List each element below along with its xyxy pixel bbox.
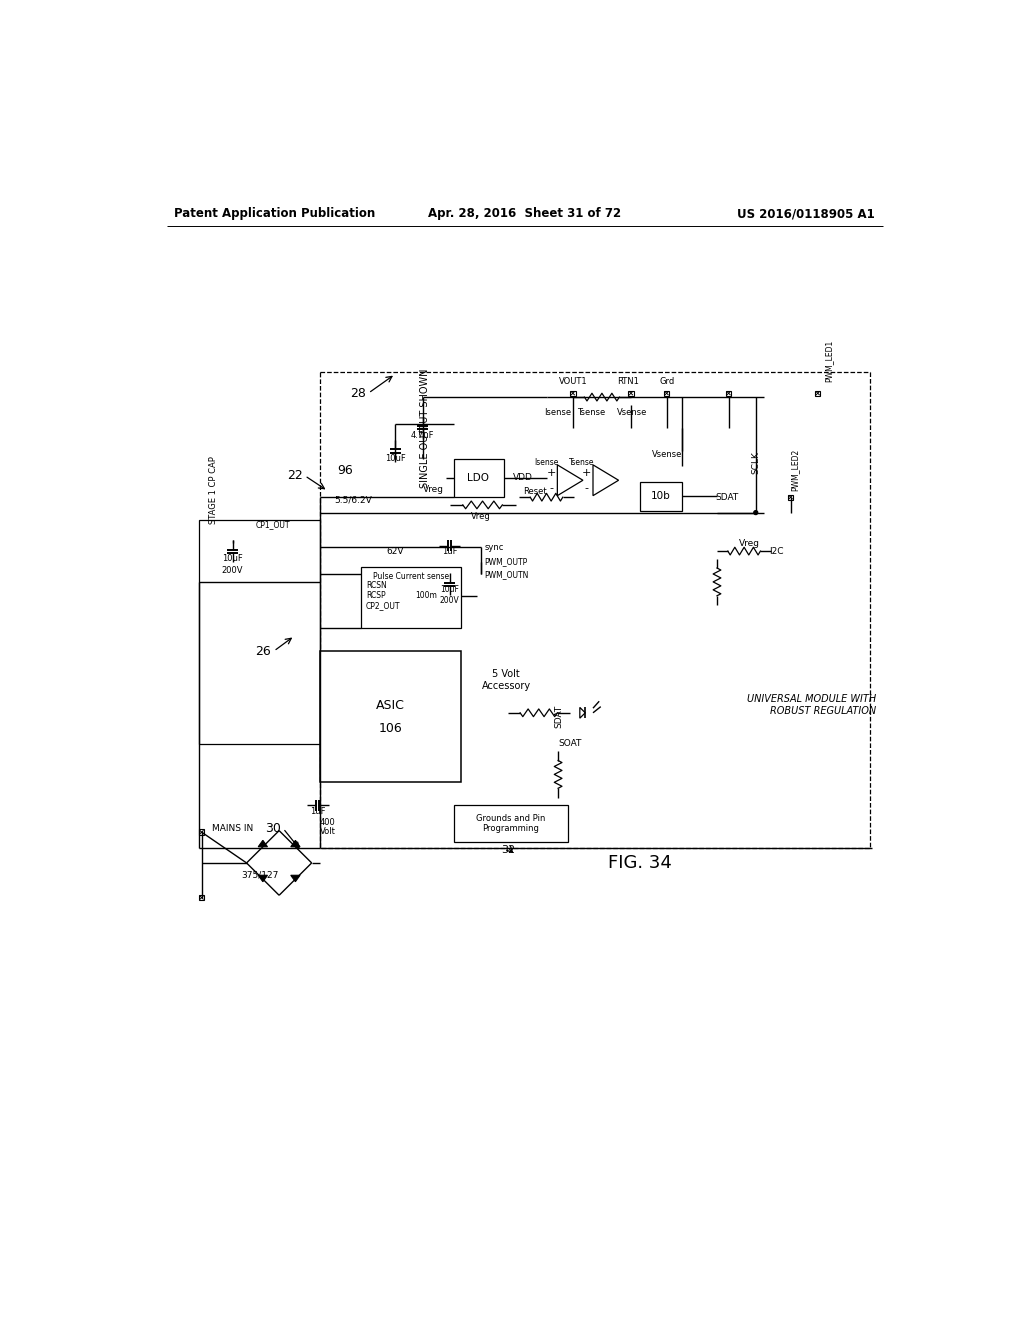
Text: 28: 28 (350, 387, 366, 400)
Polygon shape (580, 708, 586, 718)
Bar (321, 651, 461, 781)
Text: STAGE 1 CP CAP: STAGE 1 CP CAP (209, 457, 218, 524)
Text: 5.5/6.2V: 5.5/6.2V (334, 495, 372, 504)
Text: +: + (547, 467, 556, 478)
Text: 5 Volt: 5 Volt (493, 669, 520, 680)
Text: 62V: 62V (387, 546, 404, 556)
Text: Programming: Programming (482, 824, 540, 833)
Polygon shape (593, 465, 618, 496)
Text: Patent Application Publication: Patent Application Publication (174, 207, 376, 220)
Text: 4.7uF: 4.7uF (411, 432, 434, 440)
Text: 100m: 100m (416, 591, 437, 601)
Text: -: - (549, 483, 553, 492)
Text: +: + (582, 467, 592, 478)
Text: FIG. 34: FIG. 34 (607, 854, 672, 873)
Bar (199, 829, 205, 834)
Text: Apr. 28, 2016  Sheet 31 of 72: Apr. 28, 2016 Sheet 31 of 72 (428, 207, 622, 220)
Polygon shape (557, 465, 583, 496)
Text: SCLK: SCLK (752, 451, 760, 474)
Text: MAINS IN: MAINS IN (212, 824, 253, 833)
Text: RCSN: RCSN (366, 581, 387, 590)
Text: 400: 400 (321, 817, 336, 826)
Text: UNIVERSAL MODULE WITH
ROBUST REGULATION: UNIVERSAL MODULE WITH ROBUST REGULATION (746, 694, 876, 715)
Text: RTN1: RTN1 (616, 378, 639, 387)
Circle shape (754, 511, 758, 515)
Text: Vreg: Vreg (471, 512, 490, 521)
Text: 22: 22 (287, 469, 302, 482)
Bar (664, 391, 670, 396)
Text: RCSP: RCSP (366, 591, 386, 601)
Text: -: - (585, 483, 589, 492)
Text: 10uF: 10uF (440, 585, 459, 594)
Bar (321, 372, 870, 847)
Text: Grd: Grd (659, 378, 674, 387)
Text: PWM_LED1: PWM_LED1 (825, 339, 834, 381)
Text: 96: 96 (337, 463, 353, 477)
Text: PWM_OUTP: PWM_OUTP (484, 557, 527, 566)
Text: 10uF: 10uF (385, 454, 406, 463)
Text: 200V: 200V (439, 595, 460, 605)
Text: US 2016/0118905 A1: US 2016/0118905 A1 (737, 207, 876, 220)
Text: 375/127: 375/127 (241, 870, 279, 879)
Text: 200V: 200V (222, 566, 244, 574)
Text: Volt: Volt (321, 826, 336, 836)
Text: CP2_OUT: CP2_OUT (366, 602, 400, 610)
Text: SINGLE OUTPUT SHOWN: SINGLE OUTPUT SHOWN (420, 368, 430, 487)
Polygon shape (291, 841, 300, 847)
Text: I2C: I2C (769, 546, 784, 556)
Text: Accessory: Accessory (481, 681, 530, 690)
Text: SDAT: SDAT (716, 492, 738, 502)
Bar (570, 391, 575, 396)
Bar (629, 391, 634, 396)
Text: PWM_OUTN: PWM_OUTN (484, 570, 528, 578)
Text: 106: 106 (379, 722, 402, 735)
Bar (199, 895, 205, 900)
Polygon shape (291, 875, 300, 882)
Text: 26: 26 (256, 644, 271, 657)
Text: SDAT: SDAT (554, 705, 563, 729)
Text: Pulse Current sense: Pulse Current sense (373, 572, 449, 581)
Text: Vsense: Vsense (651, 450, 682, 459)
Text: Tsense: Tsense (569, 458, 595, 467)
Text: Reset: Reset (523, 487, 547, 495)
Polygon shape (258, 875, 267, 882)
Text: 32: 32 (501, 845, 515, 855)
Bar (726, 391, 731, 396)
Text: Isense: Isense (535, 458, 559, 467)
Bar (454, 805, 568, 842)
Text: 10b: 10b (650, 491, 671, 502)
Text: Isense: Isense (545, 408, 571, 417)
Bar (360, 566, 461, 628)
Text: LDO: LDO (467, 473, 489, 483)
Bar (640, 482, 682, 511)
Text: 30: 30 (265, 822, 281, 834)
Text: Vreg: Vreg (739, 539, 760, 548)
Polygon shape (258, 841, 267, 847)
Bar (815, 391, 820, 396)
Text: Vreg: Vreg (423, 484, 444, 494)
Text: Tsense: Tsense (578, 408, 605, 417)
Text: Grounds and Pin: Grounds and Pin (476, 814, 546, 822)
Text: 1uF: 1uF (310, 807, 326, 816)
Text: SOAT: SOAT (558, 739, 582, 748)
Bar (787, 495, 794, 500)
Text: VOUT1: VOUT1 (558, 378, 587, 387)
Bar (200, 520, 321, 743)
Bar (454, 459, 504, 498)
Text: sync: sync (484, 543, 504, 552)
Text: CP1_OUT: CP1_OUT (256, 520, 291, 528)
Text: VDD: VDD (513, 474, 534, 482)
Text: PWM_LED2: PWM_LED2 (790, 449, 799, 491)
Text: 10uF: 10uF (222, 554, 243, 564)
Text: 1uF: 1uF (442, 546, 458, 556)
Text: Vsense: Vsense (616, 408, 647, 417)
Text: ASIC: ASIC (376, 698, 406, 711)
